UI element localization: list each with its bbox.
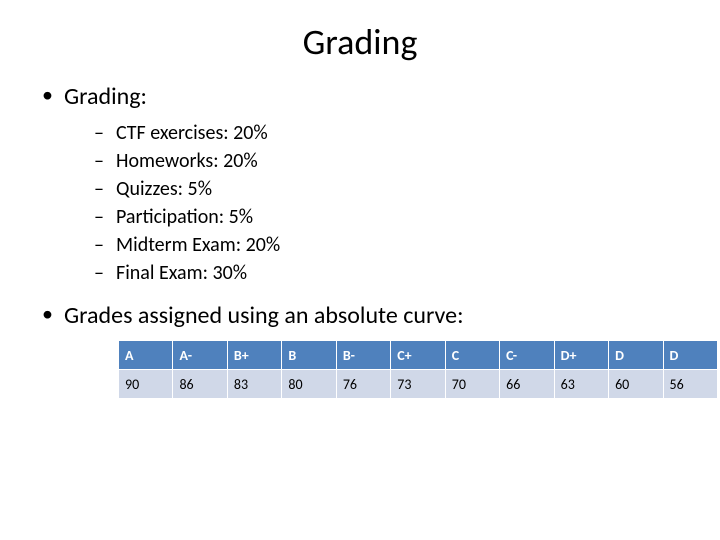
col-header: C [445, 341, 499, 370]
grading-item: Quizzes: 5% [94, 175, 680, 203]
table-cell: 63 [554, 370, 608, 399]
table-row: 90 86 83 80 76 73 70 66 63 60 56 [119, 370, 718, 399]
bullet-grading-label: Grading: [64, 82, 147, 111]
col-header: B [282, 341, 336, 370]
col-header: B- [336, 341, 390, 370]
table-cell: 80 [282, 370, 336, 399]
col-header: D [609, 341, 663, 370]
grading-sublist: CTF exercises: 20% Homeworks: 20% Quizze… [94, 119, 680, 287]
table-cell: 60 [609, 370, 663, 399]
table-cell: 86 [173, 370, 227, 399]
col-header: D [663, 341, 717, 370]
col-header: A- [173, 341, 227, 370]
grade-table: A A- B+ B B- C+ C C- D+ D D [118, 340, 718, 399]
col-header: C+ [391, 341, 445, 370]
bullet-grading: Grading: CTF exercises: 20% Homeworks: 2… [40, 82, 680, 287]
table-cell: 56 [663, 370, 717, 399]
col-header: A [119, 341, 173, 370]
col-header: C- [500, 341, 554, 370]
table-header-row: A A- B+ B B- C+ C C- D+ D D [119, 341, 718, 370]
grading-item: Midterm Exam: 20% [94, 231, 680, 259]
grade-table-wrap: A A- B+ B B- C+ C C- D+ D D [118, 340, 718, 399]
bullet-list: Grading: CTF exercises: 20% Homeworks: 2… [40, 82, 680, 399]
col-header: B+ [227, 341, 281, 370]
grading-item: Homeworks: 20% [94, 147, 680, 175]
table-cell: 73 [391, 370, 445, 399]
col-header: D+ [554, 341, 608, 370]
page-title: Grading [40, 20, 680, 64]
table-cell: 76 [336, 370, 390, 399]
bullet-curve: Grades assigned using an absolute curve:… [40, 301, 680, 399]
grading-item: Final Exam: 30% [94, 259, 680, 287]
table-cell: 83 [227, 370, 281, 399]
grading-item: CTF exercises: 20% [94, 119, 680, 147]
table-cell: 66 [500, 370, 554, 399]
table-cell: 90 [119, 370, 173, 399]
grading-item: Participation: 5% [94, 203, 680, 231]
table-cell: 70 [445, 370, 499, 399]
slide: Grading Grading: CTF exercises: 20% Home… [0, 0, 720, 540]
bullet-curve-label: Grades assigned using an absolute curve: [64, 301, 464, 330]
